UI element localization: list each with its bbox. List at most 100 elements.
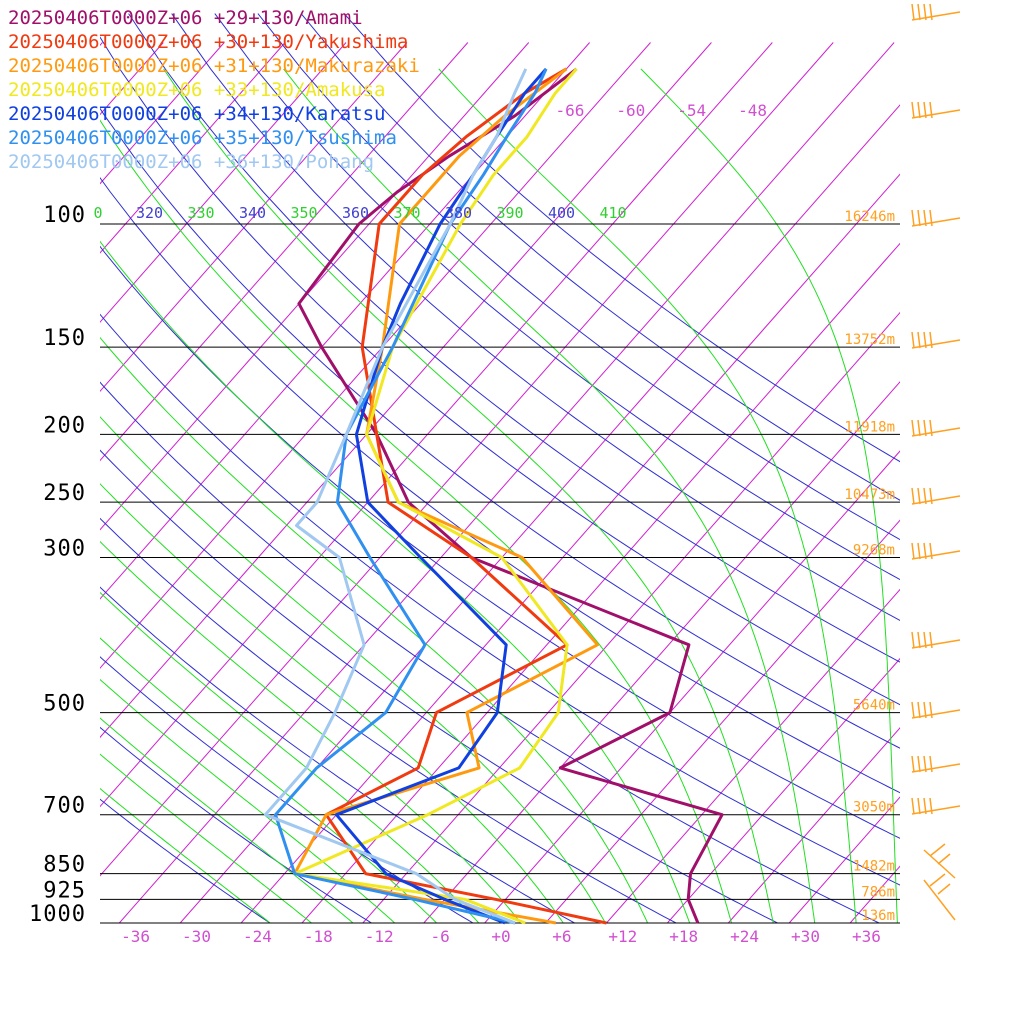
- moist-adiabat-line: [163, 68, 774, 923]
- theta-label: 330: [187, 204, 214, 222]
- isotherm-label: -48: [738, 101, 767, 120]
- moist-adiabat-line: [100, 336, 649, 923]
- temperature-tick-label: -30: [182, 927, 211, 946]
- legend: 20250406T0000Z+06 +29+130/Amami20250406T…: [8, 7, 420, 173]
- legend-entry: 20250406T0000Z+06 +30+130/Yakushima: [8, 31, 408, 53]
- isotherm-line: [484, 450, 900, 923]
- isotherm-line: [100, 42, 651, 669]
- isotherm-line: [100, 42, 469, 462]
- isotherm-line: [240, 173, 900, 923]
- isotherm-line: [972, 43, 1024, 923]
- moist-adiabat-line: [640, 68, 898, 923]
- theta-label: 360: [342, 204, 369, 222]
- legend-entry: 20250406T0000Z+06 +29+130/Amami: [8, 7, 363, 29]
- dry-adiabat-line: [128, 13, 900, 663]
- series-line: [263, 68, 528, 925]
- height-labels: 16246m 13752m 11918m 10473m 9268m 5640m 3050m 1…: [844, 209, 895, 924]
- isotherm-line: [100, 42, 834, 877]
- moist-adiabat-line: [100, 119, 733, 923]
- theta-label: 370: [393, 204, 420, 222]
- moist-adiabat-line: [100, 787, 272, 923]
- pressure-label: 100: [43, 203, 86, 228]
- legend-entry: 20250406T0000Z+06 +33+130/Amakusa: [8, 79, 386, 101]
- isotherm-line: [788, 796, 900, 923]
- pressure-label: 150: [43, 326, 86, 351]
- isotherm-label: -54: [677, 101, 706, 120]
- isotherm-line: [100, 42, 347, 323]
- series-line: [297, 67, 724, 924]
- series-line: [324, 67, 607, 925]
- pressure-label: 1000: [29, 902, 86, 927]
- dry-adiabat-line: [100, 36, 900, 706]
- wind-barb: [911, 487, 961, 505]
- dry-adiabat-line: [214, 13, 900, 581]
- theta-label: 400: [548, 204, 575, 222]
- temperature-tick-label: +6: [552, 927, 571, 946]
- dry-adiabat-line: [343, 13, 900, 463]
- height-label: 1482m: [853, 859, 895, 875]
- theta-label: 340: [239, 204, 266, 222]
- isotherm-line: [100, 42, 712, 739]
- moist-adiabat-line: [100, 240, 691, 923]
- dry-adiabat-line: [100, 381, 881, 923]
- pressure-label: 500: [43, 692, 86, 717]
- pressure-label: 200: [43, 413, 86, 438]
- moist-adiabat-line: [283, 68, 816, 923]
- pressure-lines: [100, 223, 900, 924]
- theta-label: 390: [496, 204, 523, 222]
- pressure-label: 925: [43, 878, 86, 903]
- temperature-tick-label: -36: [121, 927, 150, 946]
- height-label: 16246m: [844, 209, 895, 225]
- wind-barb: [911, 419, 961, 437]
- theta-label: 350: [290, 204, 317, 222]
- temperature-tick-label: -18: [304, 927, 333, 946]
- height-label: 786m: [861, 884, 895, 900]
- theta-label: 410: [599, 204, 626, 222]
- dry-adiabat-line: [100, 245, 900, 839]
- moist-adiabat-line: [100, 753, 313, 923]
- isotherm-line: [423, 381, 900, 923]
- series-line: [274, 68, 548, 925]
- height-label: 9268m: [853, 543, 895, 559]
- isotherm-line: [545, 519, 900, 923]
- temperature-tick-label: -6: [430, 927, 449, 946]
- moist-adiabat-lines: [100, 68, 898, 923]
- temperature-tick-label: +36: [852, 927, 881, 946]
- isotherm-line: [362, 311, 900, 923]
- dry-adiabat-line: [100, 798, 271, 923]
- wind-barb: [923, 873, 956, 921]
- isotherm-line: [667, 657, 900, 923]
- pressure-label: 250: [43, 481, 86, 506]
- moist-adiabat-line: [100, 416, 607, 923]
- dry-adiabat-line: [100, 176, 900, 794]
- sounding-series: [263, 67, 724, 925]
- wind-barb: [911, 3, 961, 21]
- isotherm-line: [100, 42, 286, 254]
- moist-adiabat-line: [100, 540, 522, 923]
- height-label: 3050m: [853, 800, 895, 816]
- dry-adiabat-line: [300, 13, 900, 501]
- isotherm-line: [100, 42, 225, 185]
- temperature-tick-label: +12: [608, 927, 637, 946]
- legend-entry: 20250406T0000Z+06 +34+130/Karatsu: [8, 103, 386, 125]
- wind-barb: [911, 797, 961, 815]
- theta-label: 0: [93, 204, 102, 222]
- isotherm-line: [100, 42, 408, 393]
- temperature-tick-label: +24: [730, 927, 759, 946]
- isotherm-line: [911, 43, 1024, 923]
- isotherm-line: [727, 727, 900, 923]
- legend-entry: 20250406T0000Z+06 +31+130/Makurazaki: [8, 55, 420, 77]
- dry-adiabat-line: [257, 13, 900, 541]
- temperature-tick-label: -24: [243, 927, 272, 946]
- theta-labels: 0 320 330 340 350 360 370 380 390 400 410: [93, 204, 626, 222]
- wind-barb: [923, 843, 956, 879]
- isotherm-line: [606, 588, 900, 923]
- isotherm-line: [849, 865, 900, 923]
- isotherm-line: [118, 42, 895, 923]
- height-label: 13752m: [844, 332, 895, 348]
- wind-barb: [911, 331, 961, 349]
- height-label: 11918m: [844, 419, 895, 435]
- theta-label: 380: [445, 204, 472, 222]
